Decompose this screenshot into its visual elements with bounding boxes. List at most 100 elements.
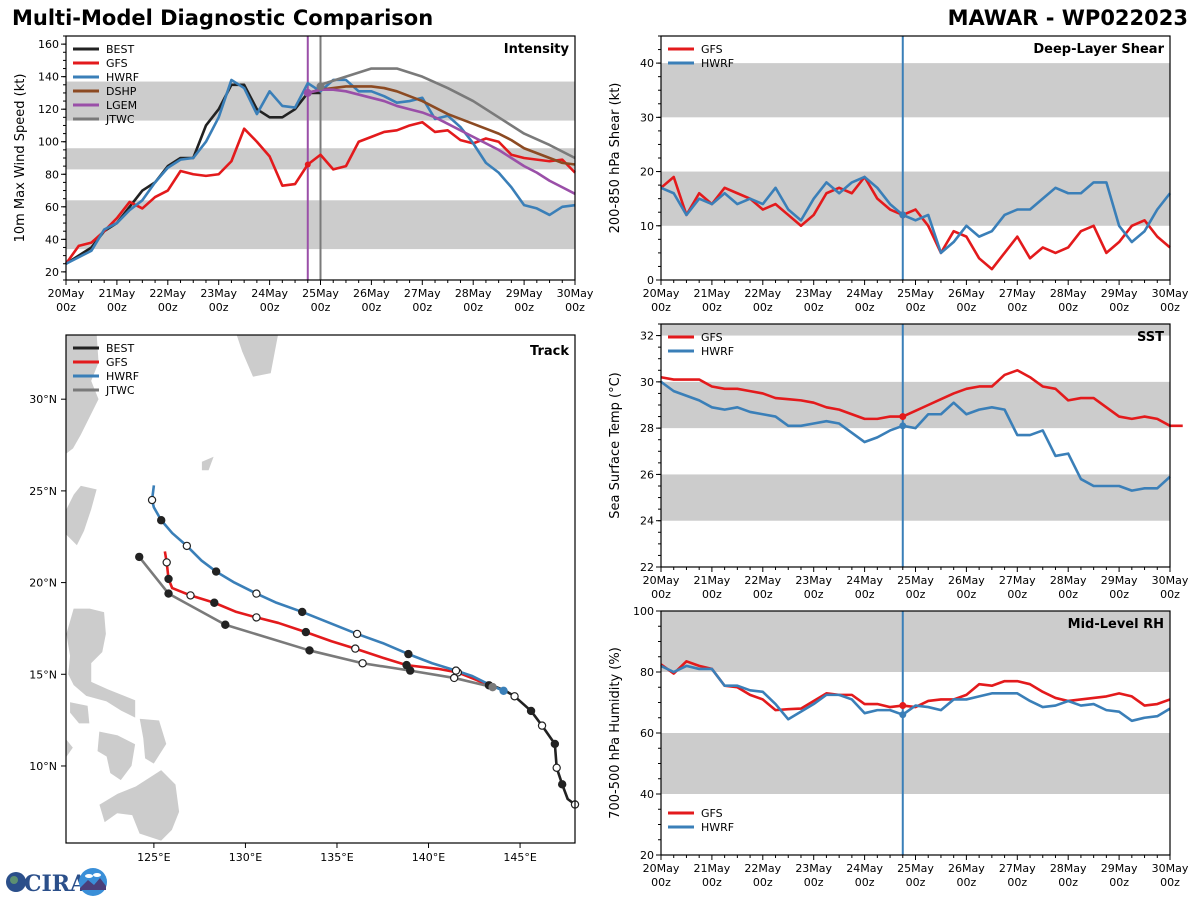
x-tick-label: 24May xyxy=(846,574,883,587)
track-marker-best xyxy=(557,780,567,789)
land-polygon xyxy=(66,335,100,455)
track-marker-hwrf xyxy=(252,589,261,598)
x-tick-label: 00z xyxy=(702,588,722,601)
land-polygon xyxy=(66,737,74,760)
init-marker-jtwc xyxy=(316,82,325,91)
y-tick-label: 100 xyxy=(38,136,59,149)
x-tick-label: 00z xyxy=(412,301,432,314)
x-tick-label: 25May xyxy=(897,862,934,875)
y-tick-label: 0 xyxy=(647,274,654,287)
y-tick-label: 120 xyxy=(38,103,59,116)
x-tick-label: 24May xyxy=(251,287,288,300)
x-tick-label: 00z xyxy=(1058,301,1078,314)
legend-label-hwrf: HWRF xyxy=(106,71,139,84)
x-tick-label: 00z xyxy=(651,588,671,601)
x-tick-label: 00z xyxy=(753,301,773,314)
track-marker-jtwc xyxy=(358,659,367,668)
track-marker-jtwc xyxy=(164,589,173,598)
x-tick-label: 00z xyxy=(1160,876,1180,889)
x-tick-label: 00z xyxy=(1160,301,1180,314)
series-gfs xyxy=(660,368,1183,428)
series-gfs xyxy=(64,120,576,265)
track-marker-best xyxy=(510,692,519,701)
legend-label-gfs: GFS xyxy=(106,356,128,369)
x-tick-label: 27May xyxy=(999,287,1036,300)
y-tick-label: 80 xyxy=(640,666,654,679)
x-tick-label: 30May xyxy=(1152,287,1189,300)
x-tick-label: 00z xyxy=(804,876,824,889)
x-tick-label: 00z xyxy=(1160,588,1180,601)
x-tick-label: 25May xyxy=(302,287,339,300)
series-hwrf xyxy=(65,78,576,265)
legend-label-dshp: DSHP xyxy=(106,85,137,98)
legend-label-jtwc: JTWC xyxy=(105,113,135,126)
x-tick-label: 23May xyxy=(795,287,832,300)
x-tick-label: 00z xyxy=(311,301,331,314)
x-tick-label: 00z xyxy=(158,301,178,314)
page-title: Multi-Model Diagnostic Comparison xyxy=(12,6,434,30)
x-tick-label: 22May xyxy=(744,862,781,875)
panel-title: Intensity xyxy=(504,42,570,57)
x-tick-label: 27May xyxy=(404,287,441,300)
x-tick-label: 00z xyxy=(702,876,722,889)
x-tick-label: 00z xyxy=(1109,301,1129,314)
track-marker-gfs xyxy=(351,644,360,653)
x-tick-label: 00z xyxy=(804,588,824,601)
land-polygon xyxy=(201,455,216,472)
x-tick-label: 22May xyxy=(744,574,781,587)
land-polygon xyxy=(96,730,137,782)
plot-frame xyxy=(660,323,1171,568)
x-tick-label: 23May xyxy=(795,862,832,875)
series-hwrf xyxy=(660,664,1171,723)
lat-tick-label: 15°N xyxy=(29,668,57,681)
x-tick-label: 00z xyxy=(651,876,671,889)
x-tick-label: 30May xyxy=(1152,862,1189,875)
track-marker-hwrf xyxy=(157,516,166,525)
track-marker-best xyxy=(552,763,561,773)
x-tick-label: 26May xyxy=(948,287,985,300)
x-tick-label: 00z xyxy=(753,876,773,889)
x-tick-label: 27May xyxy=(999,862,1036,875)
x-tick-label: 20May xyxy=(48,287,85,300)
init-marker-lgem xyxy=(303,88,312,97)
track-jtwc xyxy=(138,556,493,689)
legend-label-hwrf: HWRF xyxy=(106,370,139,383)
x-tick-label: 21May xyxy=(694,862,731,875)
init-marker-hwrf xyxy=(899,422,907,430)
x-tick-label: 00z xyxy=(209,301,229,314)
x-tick-label: 00z xyxy=(1109,588,1129,601)
series-jtwc xyxy=(320,67,576,160)
legend-label-gfs: GFS xyxy=(701,331,723,344)
track-marker-best xyxy=(526,706,536,716)
track-marker-hwrf xyxy=(211,567,221,576)
shaded-band xyxy=(661,324,1170,336)
track-marker-gfs xyxy=(162,558,171,567)
x-tick-label: 00z xyxy=(855,301,875,314)
x-tick-label: 00z xyxy=(107,301,127,314)
track-marker-jtwc xyxy=(305,646,314,655)
shaded-band xyxy=(661,63,1170,118)
track-marker-jtwc xyxy=(406,666,415,675)
x-tick-label: 26May xyxy=(353,287,390,300)
x-tick-label: 24May xyxy=(846,862,883,875)
land-polygon xyxy=(98,769,180,842)
x-tick-label: 00z xyxy=(514,301,534,314)
x-tick-label: 00z xyxy=(957,588,977,601)
track-marker-jtwc xyxy=(449,673,459,683)
x-tick-label: 00z xyxy=(804,301,824,314)
series-lgem xyxy=(307,88,576,195)
series-hwrf xyxy=(660,380,1171,492)
x-tick-label: 00z xyxy=(957,301,977,314)
legend-label-jtwc: JTWC xyxy=(105,384,135,397)
legend-label-gfs: GFS xyxy=(701,807,723,820)
y-tick-label: 100 xyxy=(633,605,654,618)
track-marker-gfs xyxy=(210,598,219,607)
init-marker-gfs xyxy=(304,161,311,168)
track-hwrf xyxy=(150,485,505,692)
cira-logo: CIRA xyxy=(6,868,107,897)
track-gfs xyxy=(163,551,494,689)
x-tick-label: 00z xyxy=(565,301,585,314)
y-tick-label: 20 xyxy=(45,266,59,279)
track-marker-hwrf xyxy=(499,686,508,695)
